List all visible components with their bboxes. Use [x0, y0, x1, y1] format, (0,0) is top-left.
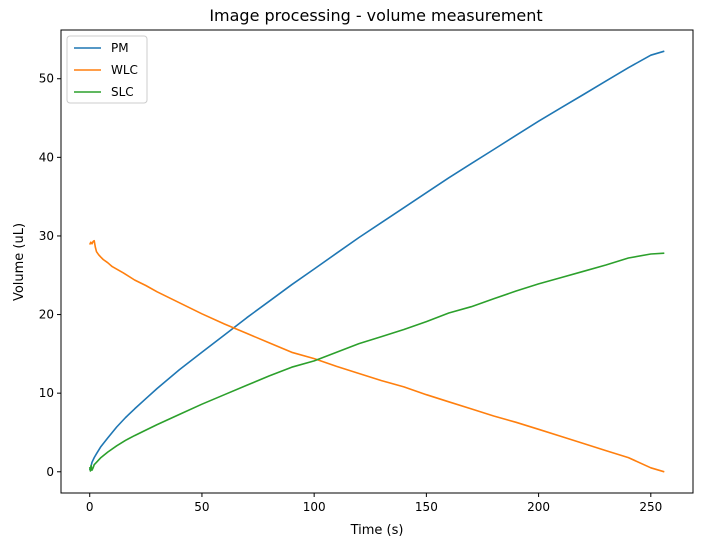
legend-label-pm: PM: [111, 41, 129, 55]
y-axis-ticks: 0 10 20 30 40 50: [39, 72, 61, 479]
y-tick-label: 20: [39, 308, 54, 322]
x-tick-label: 200: [527, 500, 550, 514]
series-line-pm: [88, 50, 665, 471]
legend: PM WLC SLC: [66, 35, 148, 104]
legend-label-wlc: WLC: [111, 63, 138, 77]
legend-box: [66, 35, 148, 104]
y-tick-label: 40: [39, 150, 54, 164]
x-tick-label: 0: [86, 500, 94, 514]
y-tick-label: 30: [39, 229, 54, 243]
x-axis-ticks: 0 50 100 150 200 250: [86, 493, 662, 514]
y-axis-label: Volume (uL): [12, 223, 27, 301]
x-tick-label: 50: [194, 500, 209, 514]
x-tick-label: 250: [639, 500, 662, 514]
x-tick-label: 100: [303, 500, 326, 514]
y-tick-label: 0: [46, 465, 54, 479]
legend-label-slc: SLC: [111, 85, 134, 99]
chart-title: Image processing - volume measurement: [209, 6, 542, 25]
series-line-wlc: [88, 239, 665, 473]
plot-lines: [88, 50, 665, 473]
y-tick-label: 10: [39, 386, 54, 400]
x-tick-label: 150: [415, 500, 438, 514]
x-axis-label: Time (s): [350, 523, 404, 538]
series-line-slc: [88, 252, 665, 472]
plot-frame: [60, 29, 694, 494]
y-tick-label: 50: [39, 72, 54, 86]
